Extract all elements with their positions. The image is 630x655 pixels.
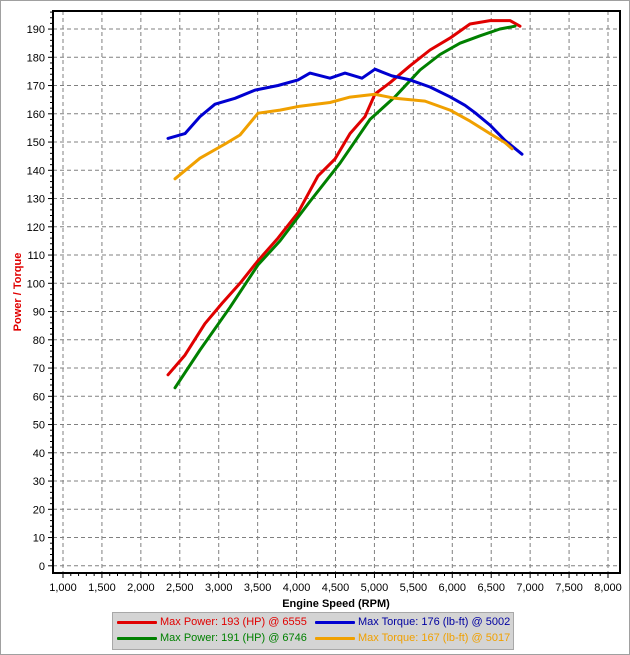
y-tick-label: 100 <box>27 278 45 290</box>
x-tick-label: 1,000 <box>49 582 77 594</box>
y-tick-label: 90 <box>33 307 45 319</box>
y-tick-label: 180 <box>27 52 45 64</box>
legend-label: Max Power: 191 (HP) @ 6746 <box>160 632 307 644</box>
y-tick-label: 140 <box>27 165 45 177</box>
x-tick-label: 5,500 <box>400 582 428 594</box>
x-tick-label: 6,500 <box>477 582 505 594</box>
y-tick-label: 80 <box>33 335 45 347</box>
plot-border <box>52 10 621 574</box>
x-tick-label: 3,500 <box>244 582 272 594</box>
legend-swatch <box>315 636 355 640</box>
legend-label: Max Torque: 167 (lb-ft) @ 5017 <box>358 632 511 644</box>
y-tick-label: 30 <box>33 476 45 488</box>
legend-label: Max Torque: 176 (lb-ft) @ 5002 <box>358 616 511 628</box>
x-tick-label: 7,500 <box>555 582 583 594</box>
legend: Max Power: 193 (HP) @ 6555 Max Power: 19… <box>112 612 514 650</box>
y-axis-label: Power / Torque <box>12 253 24 332</box>
x-tick-label: 2,500 <box>166 582 194 594</box>
y-tick-label: 150 <box>27 137 45 149</box>
y-tick-label: 60 <box>33 391 45 403</box>
series-line-0 <box>166 19 522 377</box>
y-tick-label: 40 <box>33 448 45 460</box>
x-tick-label: 3,000 <box>205 582 233 594</box>
x-tick-label: 4,000 <box>283 582 311 594</box>
y-tick-label: 70 <box>33 363 45 375</box>
x-tick-label: 7,000 <box>516 582 544 594</box>
y-tick-label: 110 <box>27 250 45 262</box>
x-axis-label: Engine Speed (RPM) <box>282 598 390 610</box>
x-tick-label: 6,000 <box>439 582 467 594</box>
axes: 1,000 1,500 2,000 2,500 3,000 3,500 4,000 4,500… <box>27 10 622 594</box>
y-tick-label: 120 <box>27 222 45 234</box>
x-tick-label: 4,500 <box>322 582 350 594</box>
series-lines <box>166 19 524 390</box>
legend-swatch <box>117 620 157 624</box>
legend-swatch <box>315 620 355 624</box>
legend-swatch <box>117 636 157 640</box>
series-line-3 <box>173 92 514 181</box>
y-tick-label: 50 <box>33 420 45 432</box>
x-tick-label: 8,000 <box>594 582 622 594</box>
legend-item-blue-torque: Max Torque: 176 (lb-ft) @ 5002 <box>315 616 510 628</box>
legend-item-red-power: Max Power: 193 (HP) @ 6555 <box>117 616 307 628</box>
y-tick-label: 10 <box>33 533 45 545</box>
x-tick-label: 2,000 <box>127 582 155 594</box>
y-tick-label: 190 <box>27 24 45 36</box>
series-line-1 <box>173 24 517 390</box>
legend-item-orange-torque: Max Torque: 167 (lb-ft) @ 5017 <box>315 632 510 644</box>
y-tick-label: 0 <box>39 561 45 573</box>
y-tick-label: 20 <box>33 504 45 516</box>
y-tick-label: 170 <box>27 81 45 93</box>
x-tick-label: 5,000 <box>361 582 389 594</box>
y-tick-label: 130 <box>27 194 45 206</box>
y-tick-label: 160 <box>27 109 45 121</box>
legend-item-green-power: Max Power: 191 (HP) @ 6746 <box>117 632 307 644</box>
grid <box>53 11 620 573</box>
series-line-2 <box>166 67 524 156</box>
x-tick-label: 1,500 <box>88 582 116 594</box>
legend-label: Max Power: 193 (HP) @ 6555 <box>160 616 307 628</box>
